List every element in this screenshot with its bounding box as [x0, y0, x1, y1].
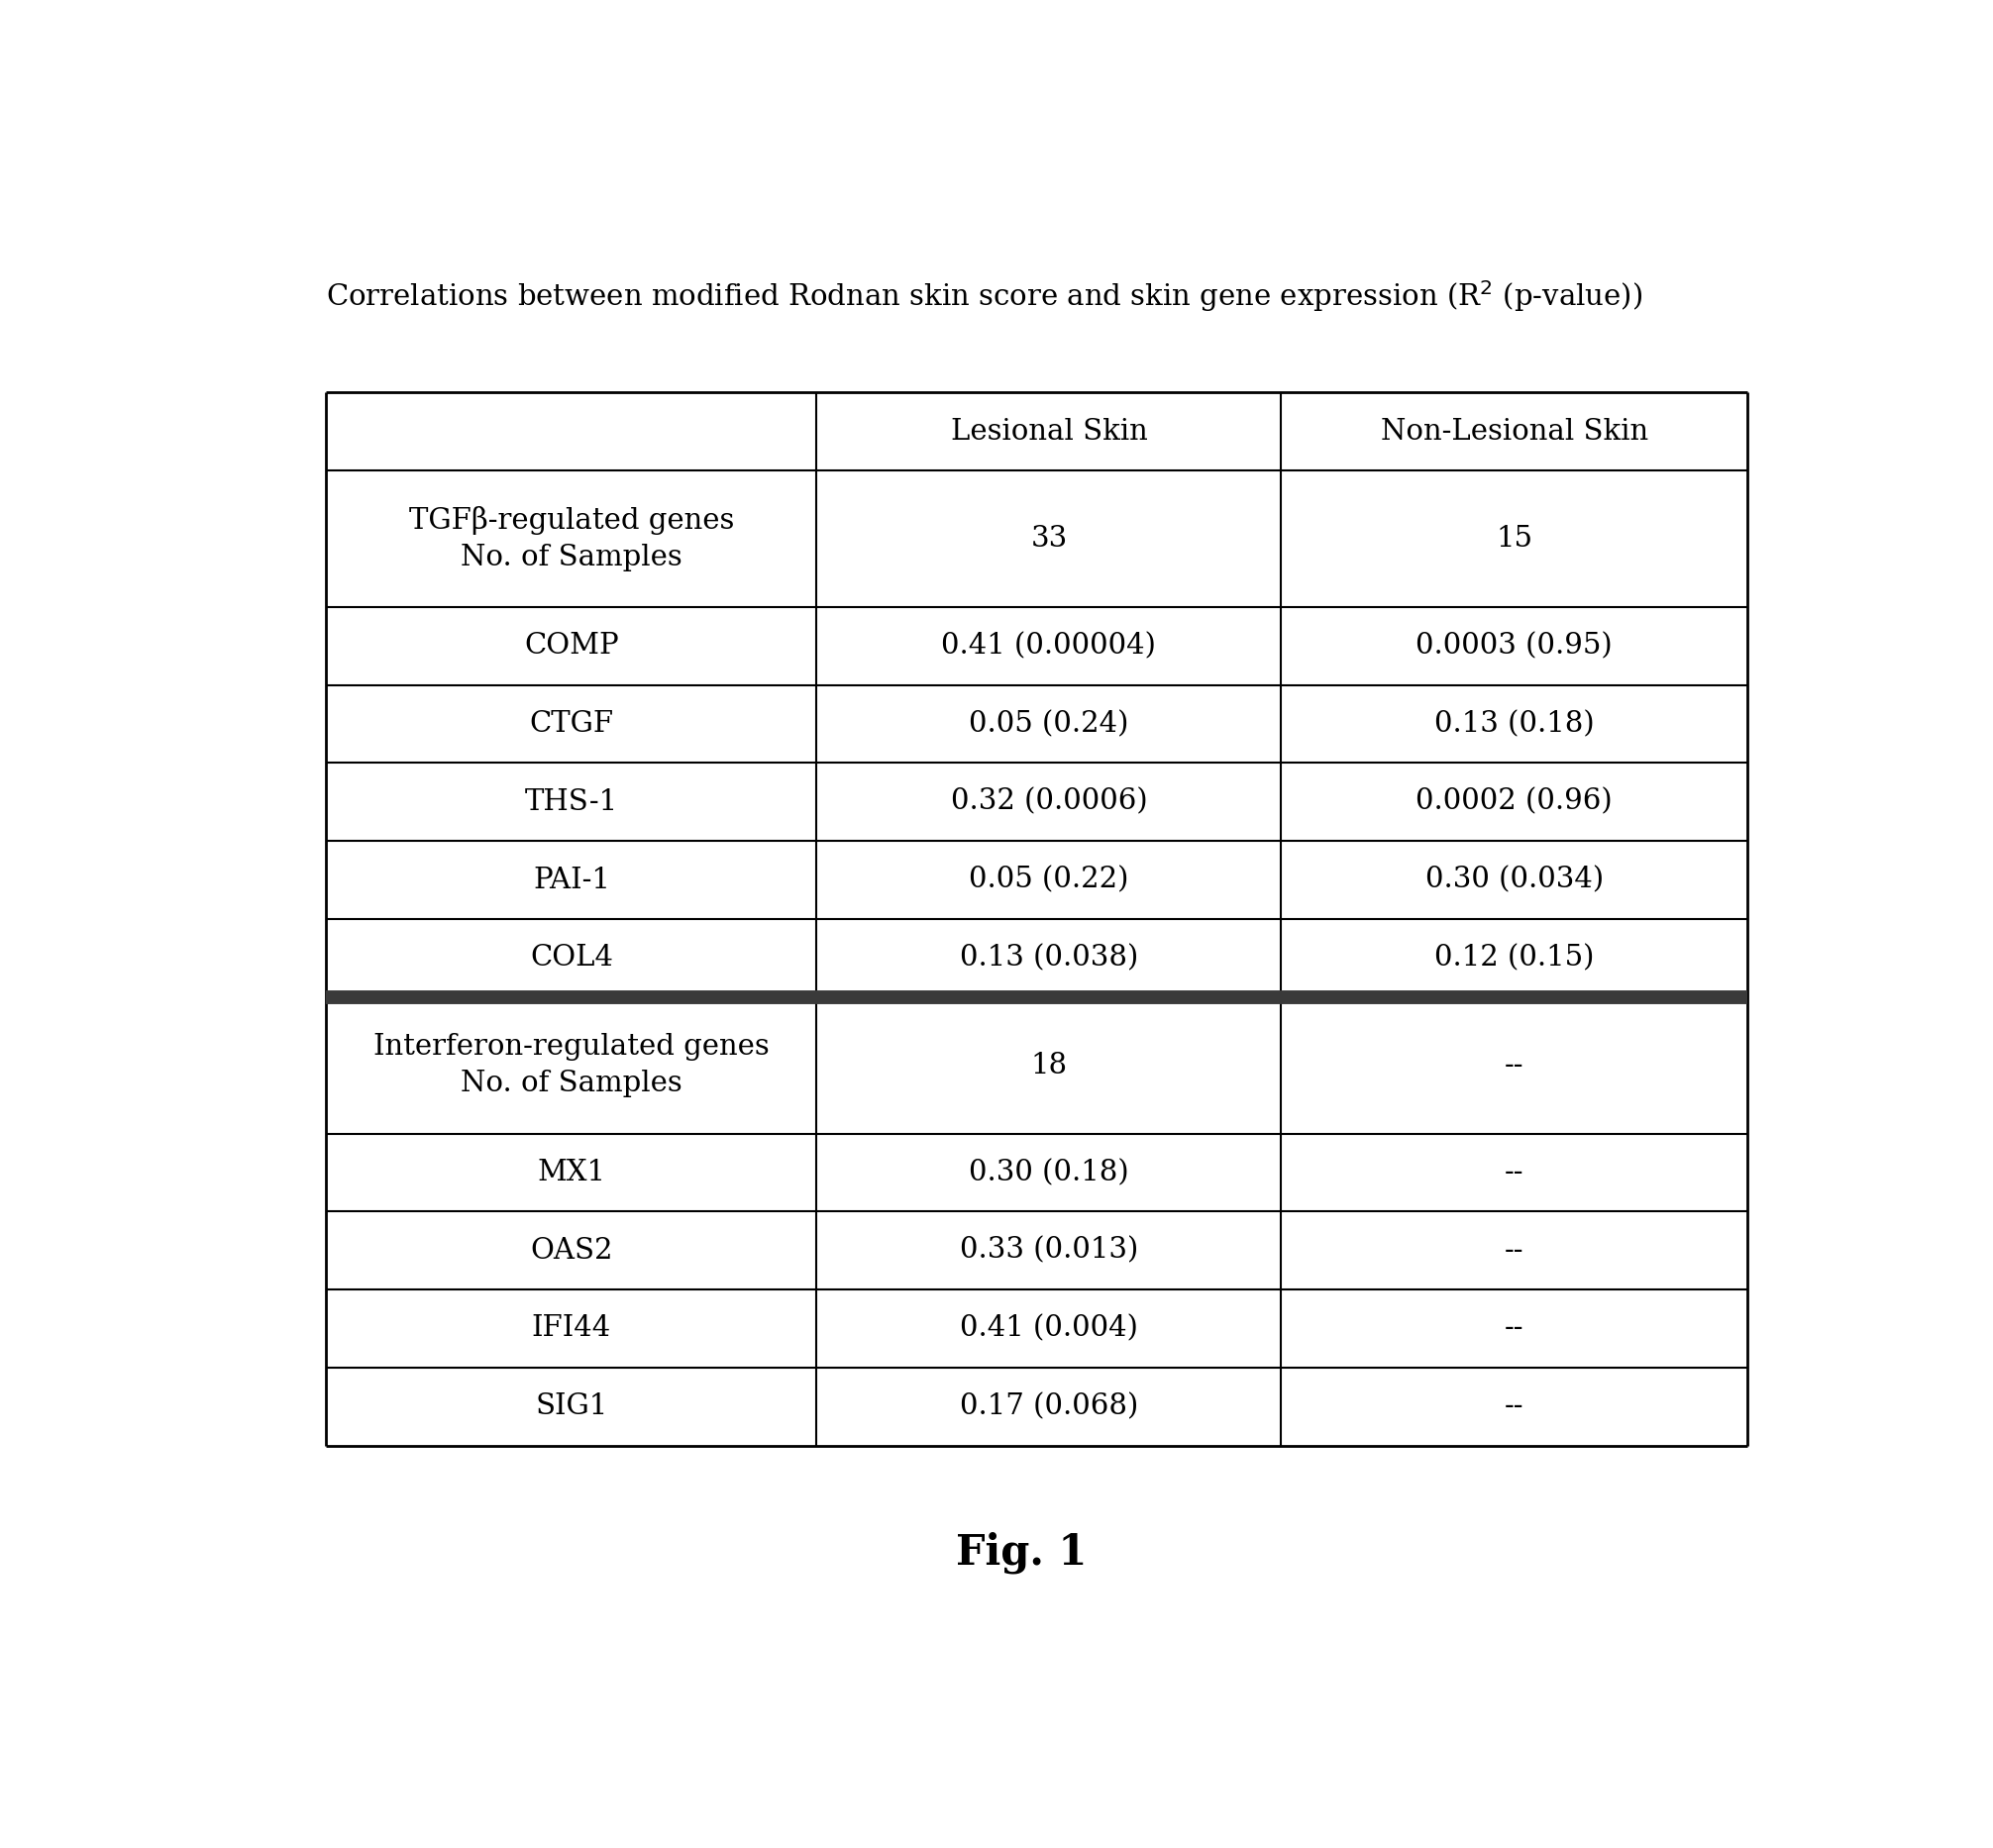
Text: COMP: COMP	[524, 632, 620, 660]
Text: TGFβ-regulated genes
No. of Samples: TGFβ-regulated genes No. of Samples	[409, 506, 733, 571]
Text: Lesional Skin: Lesional Skin	[951, 418, 1148, 445]
Text: IFI44: IFI44	[532, 1314, 612, 1342]
Text: 18: 18	[1030, 1052, 1068, 1079]
Text: 0.32 (0.0006): 0.32 (0.0006)	[951, 787, 1148, 815]
Text: 0.30 (0.034): 0.30 (0.034)	[1425, 867, 1604, 894]
Text: COL4: COL4	[530, 944, 614, 972]
Text: 15: 15	[1497, 525, 1533, 553]
Text: 0.0003 (0.95): 0.0003 (0.95)	[1415, 632, 1612, 660]
Text: Non-Lesional Skin: Non-Lesional Skin	[1381, 418, 1648, 445]
Text: --: --	[1505, 1236, 1525, 1264]
Text: 0.17 (0.068): 0.17 (0.068)	[961, 1393, 1138, 1421]
Text: 0.41 (0.00004): 0.41 (0.00004)	[941, 632, 1156, 660]
Text: 0.13 (0.038): 0.13 (0.038)	[961, 944, 1138, 972]
Text: OAS2: OAS2	[530, 1236, 612, 1264]
Text: SIG1: SIG1	[536, 1393, 608, 1421]
Text: THS-1: THS-1	[524, 787, 618, 815]
Text: 0.12 (0.15): 0.12 (0.15)	[1435, 944, 1594, 972]
Text: 0.41 (0.004): 0.41 (0.004)	[961, 1314, 1138, 1342]
Text: 0.05 (0.22): 0.05 (0.22)	[969, 867, 1128, 894]
Text: 0.13 (0.18): 0.13 (0.18)	[1435, 710, 1594, 737]
Text: MX1: MX1	[538, 1159, 606, 1186]
Text: 0.30 (0.18): 0.30 (0.18)	[969, 1159, 1128, 1186]
Text: PAI-1: PAI-1	[532, 867, 610, 894]
Text: Interferon-regulated genes
No. of Samples: Interferon-regulated genes No. of Sample…	[373, 1033, 769, 1098]
Text: --: --	[1505, 1159, 1525, 1186]
Text: --: --	[1505, 1052, 1525, 1079]
Text: --: --	[1505, 1393, 1525, 1421]
Text: --: --	[1505, 1314, 1525, 1342]
Text: Fig. 1: Fig. 1	[957, 1532, 1086, 1573]
Text: Correlations between modified Rodnan skin score and skin gene expression (R$^2$ : Correlations between modified Rodnan ski…	[327, 279, 1642, 314]
Text: CTGF: CTGF	[530, 710, 614, 737]
Text: 0.33 (0.013): 0.33 (0.013)	[961, 1236, 1138, 1264]
Text: 33: 33	[1030, 525, 1068, 553]
Text: 0.05 (0.24): 0.05 (0.24)	[969, 710, 1128, 737]
Text: 0.0002 (0.96): 0.0002 (0.96)	[1415, 787, 1612, 815]
